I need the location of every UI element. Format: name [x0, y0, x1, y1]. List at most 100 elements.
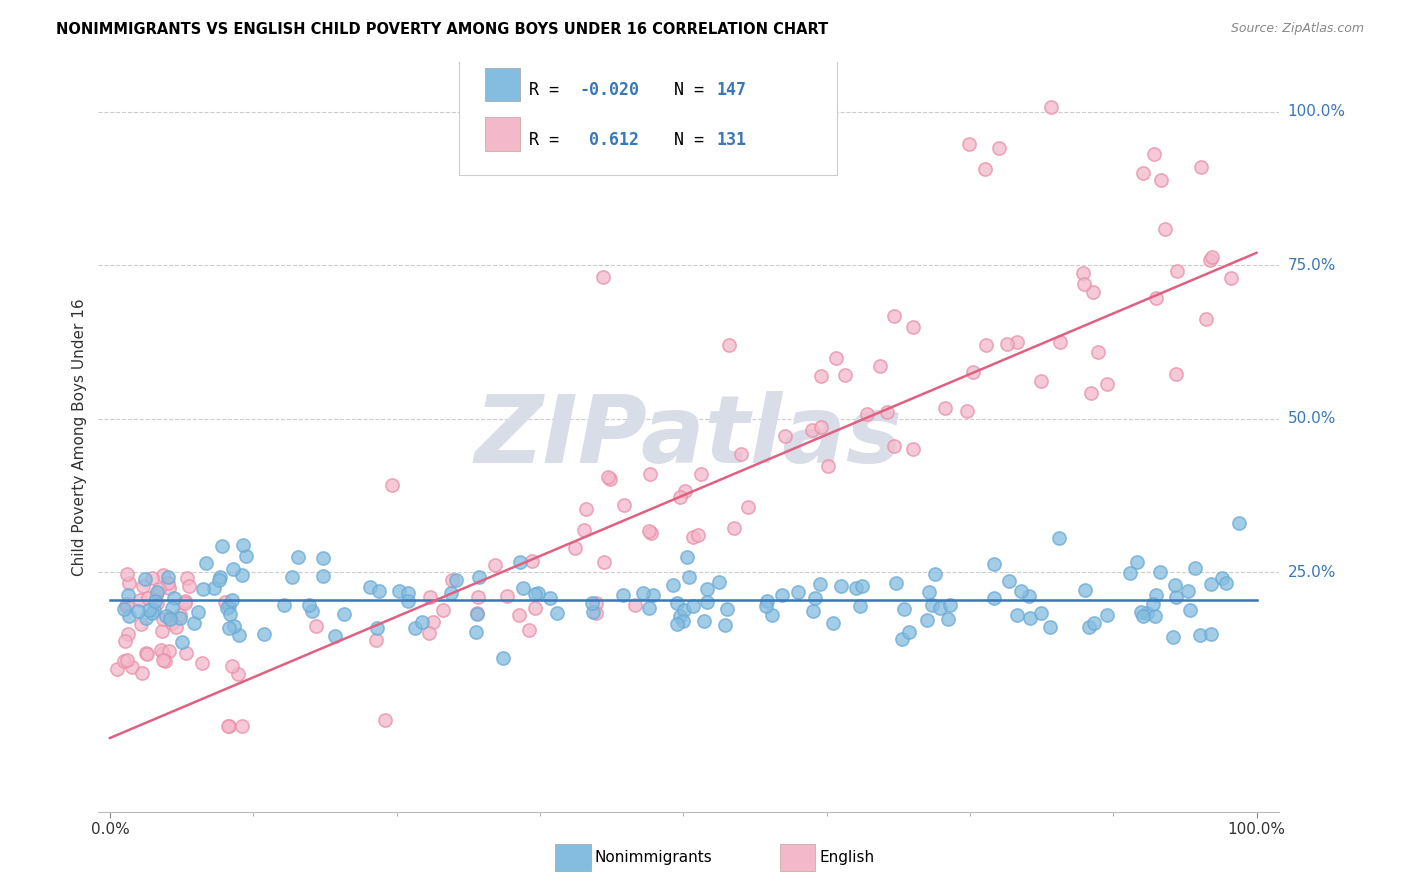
- Point: [136, 591, 159, 605]
- Text: -0.020: -0.020: [579, 81, 640, 99]
- Point: [830, 579, 852, 593]
- Point: [155, 608, 177, 623]
- Point: [800, 423, 823, 437]
- Point: [1198, 252, 1220, 267]
- Point: [804, 591, 827, 605]
- Point: [118, 608, 141, 623]
- Point: [1220, 271, 1243, 285]
- Point: [366, 633, 388, 648]
- Point: [808, 576, 831, 591]
- Point: [287, 550, 309, 565]
- Point: [135, 646, 157, 660]
- Text: NONIMMIGRANTS VS ENGLISH CHILD POVERTY AMONG BOYS UNDER 16 CORRELATION CHART: NONIMMIGRANTS VS ENGLISH CHILD POVERTY A…: [56, 22, 828, 37]
- Point: [1166, 590, 1188, 604]
- Point: [849, 599, 872, 613]
- FancyBboxPatch shape: [485, 68, 520, 102]
- Point: [693, 614, 716, 628]
- Point: [755, 593, 778, 607]
- Point: [713, 617, 735, 632]
- Point: [1143, 147, 1166, 161]
- Point: [1150, 172, 1173, 186]
- Point: [404, 621, 426, 635]
- Text: N =: N =: [654, 81, 713, 99]
- Point: [143, 603, 166, 617]
- Point: [169, 607, 191, 622]
- Point: [166, 620, 188, 634]
- Point: [219, 607, 242, 621]
- Point: [613, 498, 636, 512]
- Point: [1211, 571, 1233, 585]
- Point: [959, 137, 981, 152]
- Point: [1136, 607, 1159, 621]
- Point: [509, 555, 531, 569]
- Point: [1164, 367, 1187, 381]
- Point: [159, 611, 181, 625]
- Point: [901, 442, 924, 456]
- Point: [924, 566, 946, 581]
- Point: [221, 658, 243, 673]
- Point: [761, 608, 783, 623]
- Point: [974, 161, 997, 176]
- Point: [983, 591, 1005, 605]
- Point: [825, 351, 848, 366]
- Point: [1149, 565, 1171, 579]
- Point: [1199, 627, 1222, 641]
- Point: [997, 337, 1019, 351]
- Point: [115, 599, 138, 614]
- Point: [465, 606, 488, 620]
- Point: [1073, 277, 1095, 291]
- Point: [599, 472, 621, 486]
- Point: [152, 646, 174, 660]
- Point: [801, 604, 824, 618]
- Point: [508, 607, 530, 622]
- Point: [730, 447, 752, 461]
- Point: [396, 594, 419, 608]
- Point: [169, 610, 191, 624]
- Point: [678, 570, 700, 584]
- Point: [218, 599, 240, 613]
- Point: [517, 623, 540, 637]
- Point: [222, 562, 245, 576]
- Point: [160, 616, 183, 631]
- Point: [631, 586, 654, 600]
- Point: [222, 619, 245, 633]
- Text: R =: R =: [530, 130, 579, 149]
- Point: [676, 550, 699, 565]
- Point: [179, 579, 201, 593]
- Point: [575, 501, 598, 516]
- Point: [174, 596, 197, 610]
- Point: [157, 581, 180, 595]
- Point: [666, 616, 689, 631]
- Point: [152, 568, 174, 582]
- Point: [898, 625, 921, 640]
- Point: [221, 592, 243, 607]
- Point: [934, 401, 956, 415]
- Point: [538, 591, 561, 605]
- Point: [1029, 606, 1052, 620]
- Point: [1132, 609, 1154, 624]
- Point: [150, 643, 173, 657]
- Point: [890, 632, 912, 647]
- Point: [737, 500, 759, 514]
- Point: [465, 607, 488, 621]
- Point: [987, 141, 1010, 155]
- Point: [157, 644, 180, 658]
- Point: [312, 569, 335, 583]
- Point: [1184, 561, 1206, 575]
- Point: [128, 592, 150, 607]
- Point: [1095, 377, 1118, 392]
- Point: [884, 575, 907, 590]
- Point: [581, 596, 603, 610]
- Point: [593, 555, 616, 569]
- Point: [134, 573, 156, 587]
- Point: [690, 467, 713, 482]
- Point: [138, 603, 160, 617]
- Point: [883, 439, 905, 453]
- Point: [696, 595, 718, 609]
- Point: [834, 368, 856, 382]
- Point: [527, 586, 550, 600]
- Point: [281, 570, 304, 584]
- Point: [1142, 597, 1164, 611]
- Point: [640, 526, 662, 541]
- Point: [1080, 386, 1102, 401]
